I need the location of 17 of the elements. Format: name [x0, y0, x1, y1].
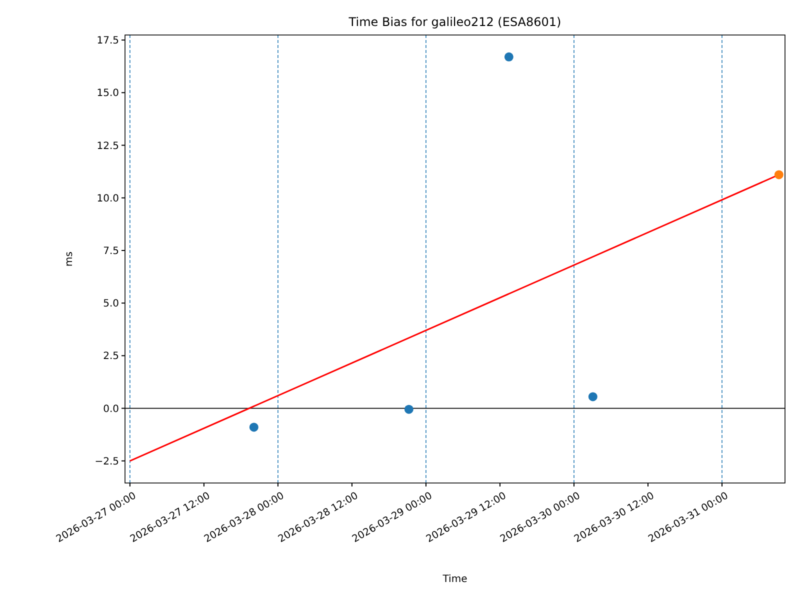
- y-tick-label: 10.0: [96, 193, 119, 204]
- chart-title: Time Bias for galileo212 (ESA8601): [348, 15, 562, 29]
- point: [404, 404, 414, 414]
- y-tick-label: −2.5: [94, 456, 119, 468]
- y-tick-label: 2.5: [103, 351, 119, 362]
- point: [504, 52, 514, 62]
- y-tick-label: 7.5: [103, 246, 119, 257]
- point: [249, 422, 258, 432]
- point: [588, 392, 598, 402]
- y-tick-label: 12.5: [96, 140, 119, 152]
- x-axis-title: Time: [442, 574, 468, 585]
- y-tick-label: 15.0: [96, 88, 119, 100]
- y-axis-title: ms: [64, 252, 75, 266]
- y-tick-label: 0.0: [103, 404, 119, 415]
- y-tick-label: 17.5: [96, 36, 119, 47]
- point: [774, 170, 784, 180]
- y-tick-label: 5.0: [103, 298, 119, 310]
